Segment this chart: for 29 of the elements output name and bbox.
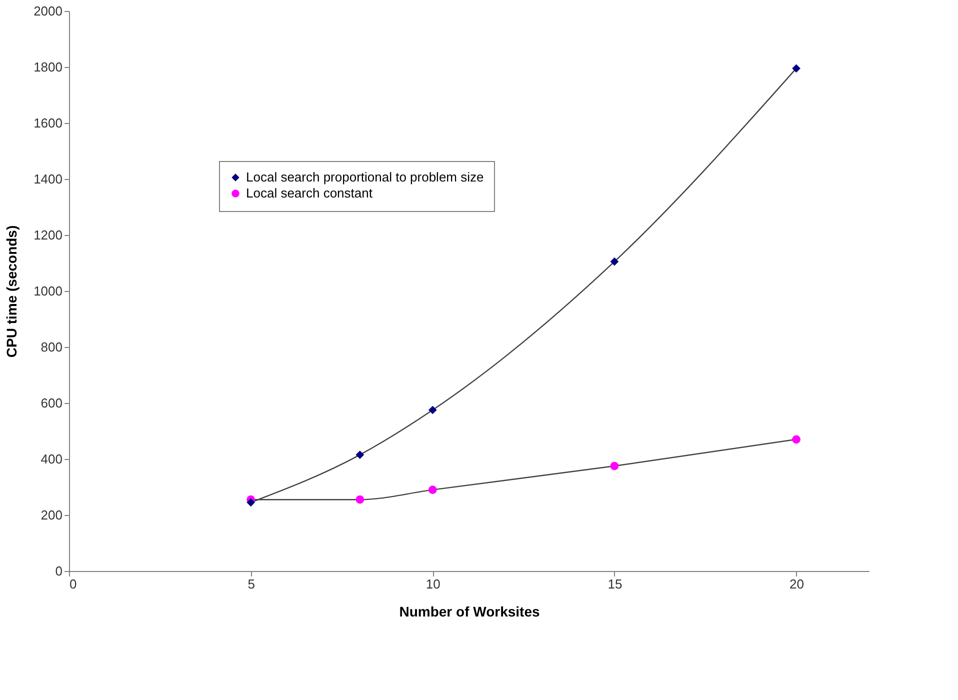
point [610, 462, 619, 470]
x-tick-label: 15 [608, 576, 622, 592]
point [792, 64, 800, 73]
x-axis-title: Number of Worksites [399, 604, 540, 620]
y-tick-label: 1600 [34, 116, 62, 130]
y-tick-label: 2000 [34, 4, 62, 18]
y-tick-label: 1000 [34, 284, 62, 298]
y-axis-title: CPU time (seconds) [4, 225, 20, 358]
point [356, 495, 364, 504]
y-tick-label: 0 [55, 564, 62, 578]
y-tick-label: 1800 [34, 60, 62, 74]
point [792, 435, 800, 444]
y-tick-label: 1400 [34, 172, 62, 186]
point [356, 450, 364, 459]
y-tick-label: 1200 [34, 228, 62, 242]
legend-label: Local search proportional to problem size [246, 170, 484, 184]
y-tick-label: 600 [40, 396, 62, 410]
point [246, 498, 255, 507]
point [428, 486, 437, 494]
y-tick-label: 800 [40, 340, 62, 354]
x-tick-label: 20 [790, 576, 804, 592]
point [428, 406, 437, 414]
legend-label: Local search constant [246, 186, 373, 200]
x-tick-label: 0 [70, 576, 77, 592]
point [610, 257, 619, 266]
x-tick-label: 10 [426, 576, 440, 592]
y-tick-label: 400 [40, 452, 62, 466]
y-tick-label: 200 [40, 508, 62, 522]
x-tick-label: 5 [248, 576, 255, 592]
